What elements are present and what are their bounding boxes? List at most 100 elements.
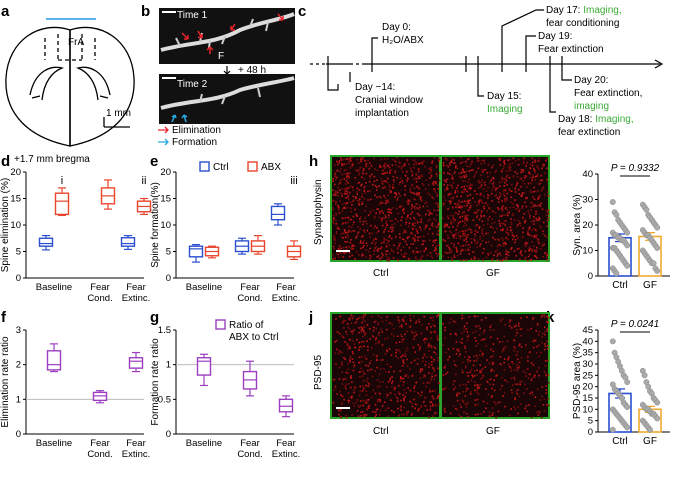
day-m14-line1: Day −14: [355, 82, 395, 93]
data-point [624, 404, 631, 411]
y-axis-label: Syn. area (%) [572, 194, 583, 255]
data-point [624, 379, 631, 386]
y-tick-label: 25 [582, 370, 593, 381]
panel-label-g: g [150, 309, 159, 326]
down-arrow-icon [223, 66, 231, 75]
dendrite-image-time1 [159, 8, 295, 64]
brain-section-diagram [5, 26, 135, 147]
day20-line1: Day 20: [574, 75, 608, 86]
formation-legend-icon [158, 138, 169, 146]
category-label: Cond. [237, 293, 262, 304]
box-ratioofabxtoctrl [196, 357, 212, 376]
box-ratioofabxtoctrl [46, 350, 62, 371]
y-tick-label: 3 [16, 325, 21, 336]
y-tick-label: 10 [582, 404, 593, 415]
data-point [624, 242, 631, 249]
category-label: Fear [240, 282, 260, 293]
data-point [613, 270, 620, 277]
panel-label-j: j [308, 309, 313, 326]
category-label: Baseline [36, 282, 72, 293]
y-tick-label: 5 [166, 247, 171, 258]
elimination-arrow-icon [197, 30, 203, 39]
dendrite-image-time2 [159, 74, 295, 124]
elimination-arrow-icon [230, 23, 236, 31]
chart-g: 0 0.5 1 1.5 Formation rate ratio Baseline Fear… [150, 319, 300, 460]
elimination-legend-label: Elimination [172, 125, 221, 136]
category-label: Cond. [87, 449, 112, 460]
formation-arrow-icon [171, 114, 177, 123]
category-label: Ctrl [612, 280, 628, 291]
y-tick-label: 1 [166, 360, 171, 371]
legend-swatch [199, 161, 210, 172]
legend-swatch [215, 319, 226, 330]
legend-label: Ratio of [229, 320, 264, 331]
h-gf-label: GF [486, 268, 500, 279]
category-label: Fear [240, 438, 260, 449]
legend-label: ABX to Ctrl [229, 332, 278, 343]
y-tick-label: 35 [582, 348, 593, 359]
category-label: Fear [276, 282, 296, 293]
y-tick-label: 30 [582, 195, 593, 206]
category-label: Extinc. [122, 449, 151, 460]
category-label: Ctrl [612, 436, 628, 447]
y-tick-label: 20 [160, 167, 171, 178]
box-abx [54, 192, 70, 216]
panel-label-a: a [1, 3, 10, 20]
chart-i: 0 10 20 30 40 Syn. area (%) Ctrl GF P = 0.9332 [572, 163, 670, 291]
y-tick-label: 40 [582, 336, 593, 347]
data-point [654, 399, 661, 406]
p-value: P = 0.0241 [611, 319, 659, 330]
data-point [609, 338, 616, 345]
data-point [654, 267, 661, 274]
panel-label-f: f [1, 309, 7, 326]
significance-annotation: iii [290, 175, 297, 187]
day17-line2: fear conditioning [546, 18, 619, 29]
day18-day: Day 18: [558, 114, 595, 125]
interval-label: + 48 h [238, 65, 266, 76]
y-tick-label: 0 [16, 429, 21, 440]
y-tick-label: 0 [588, 427, 593, 438]
category-label: Fear [90, 438, 110, 449]
j-ctrl-label: Ctrl [373, 426, 389, 437]
category-label: Baseline [36, 438, 72, 449]
time1-label: Time 1 [177, 10, 208, 21]
synaptophysin-label: Synaptophysin [313, 179, 324, 245]
day18-line1: Day 18: Imaging, [558, 114, 634, 125]
y-tick-label: 0 [166, 273, 171, 284]
panel-label-e: e [150, 153, 158, 170]
day-m14-line3: implantation [355, 108, 409, 119]
y-axis-label: Elimination rate ratio [0, 336, 11, 428]
legend-swatch [247, 161, 258, 172]
significance-annotation: i [61, 175, 63, 187]
elimination-arrow-icon [206, 46, 214, 54]
y-axis-label: Formation rate ratio [150, 338, 161, 426]
day19-line1: Day 19: [538, 31, 572, 42]
day18-line2: fear extinction [558, 127, 620, 138]
panel-label-h: h [309, 153, 318, 170]
category-label: Fear [126, 438, 146, 449]
j-gf-label: GF [486, 426, 500, 437]
formation-arrow-icon [181, 114, 188, 123]
y-tick-label: 5 [588, 416, 593, 427]
y-axis-label: PSD-95 area (%) [572, 343, 583, 419]
bregma-label: +1.7 mm bregma [14, 154, 90, 165]
box-ctrl [38, 237, 54, 247]
data-point [643, 206, 650, 213]
category-label: Extinc. [272, 293, 301, 304]
box-ctrl [188, 245, 204, 258]
y-tick-label: 0 [166, 429, 171, 440]
time2-label: Time 2 [177, 79, 208, 90]
psd95-label: PSD-95 [313, 355, 324, 390]
category-label: GF [643, 436, 657, 447]
category-label: Baseline [186, 438, 222, 449]
data-point [624, 229, 631, 236]
category-label: Cond. [87, 293, 112, 304]
data-point [641, 372, 648, 379]
category-label: Fear [90, 282, 110, 293]
category-label: GF [643, 280, 657, 291]
day0-line1: Day 0: [382, 22, 411, 33]
